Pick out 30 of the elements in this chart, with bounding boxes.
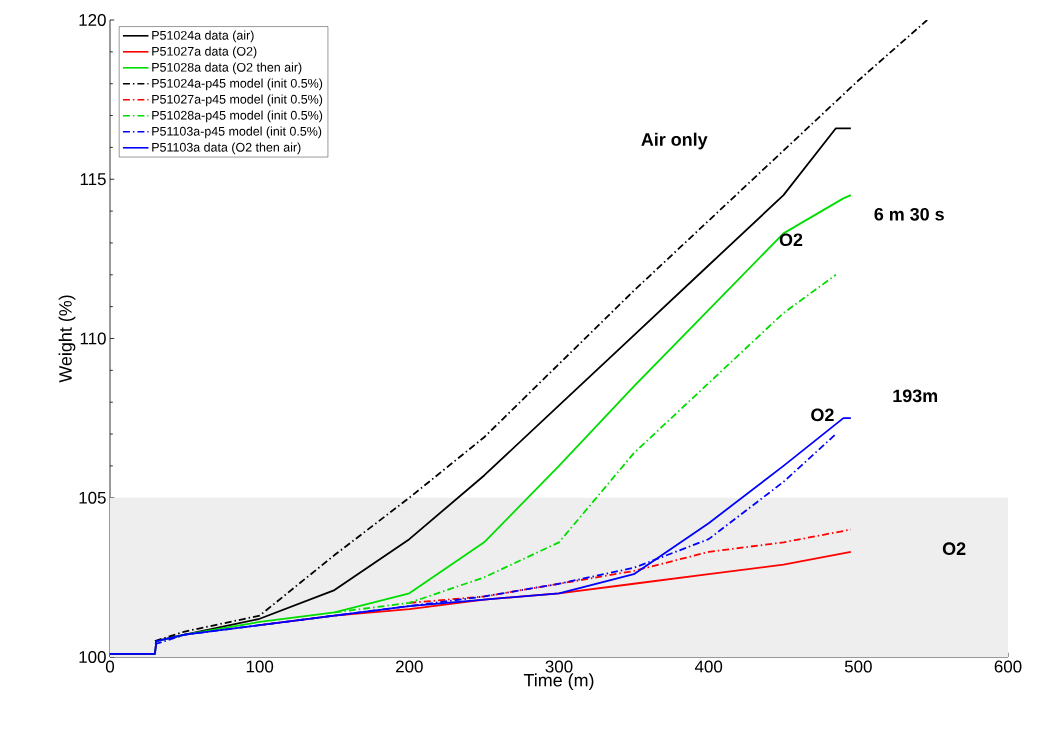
x-tick-label: 0 [105, 660, 115, 673]
line-series [333, 273, 837, 614]
annotation: Air only [641, 132, 708, 150]
annotation: O2 [942, 542, 966, 556]
annotation: 193m [893, 389, 938, 403]
x-tick-label: 600 [994, 660, 1022, 673]
legend-label: P51103a-p45 model (init 0.5%) [152, 126, 322, 139]
annotation: O2 [779, 233, 803, 247]
y-tick-label: 105 [79, 491, 106, 504]
legend-label: P51103a data (O2 then air) [152, 142, 301, 155]
x-tick-label: 400 [694, 660, 723, 673]
x-tick-label: 200 [396, 660, 423, 673]
y-tick-label: 120 [79, 14, 106, 26]
legend-label: P51024a data (air) [152, 30, 254, 43]
y-axis-title: Weight (%) [58, 295, 76, 383]
legend-label: P51028a-p45 model (init 0.5%) [152, 110, 323, 123]
legend-label: P51028a data (O2 then air) [152, 62, 302, 75]
legend-label: P51024a-p45 model (init 0.5%) [152, 78, 323, 91]
x-tick-label: 300 [545, 660, 573, 673]
annotation: 6 m 30 s [874, 207, 944, 221]
annotation: O2 [811, 408, 834, 422]
legend-label: P51027a-p45 model (init 0.5%) [152, 94, 323, 107]
x-tick-label: 500 [844, 660, 872, 673]
y-tick-label: 100 [79, 651, 106, 663]
y-tick-label: 115 [80, 173, 106, 186]
x-axis-title: Time (m) [523, 673, 594, 691]
line-series [154, 433, 837, 646]
y-tick-label: 110 [80, 332, 106, 345]
x-tick-label: 100 [246, 660, 274, 673]
legend-label: P51027a data (O2) [152, 46, 257, 59]
